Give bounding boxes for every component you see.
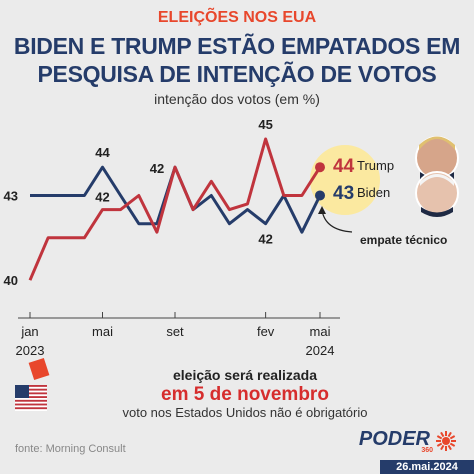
date-badge: 26.mai.2024 bbox=[380, 460, 474, 474]
trump-portrait-hair bbox=[419, 136, 455, 150]
end-highlight bbox=[310, 145, 380, 215]
brand-sun-ray bbox=[440, 444, 445, 451]
series-line-trump bbox=[28, 137, 322, 281]
data-label: 42 bbox=[95, 190, 109, 205]
headline: BIDEN E TRUMP ESTÃO EMPATADOS EM PESQUIS… bbox=[0, 32, 474, 88]
x-tick-label: fev bbox=[257, 324, 275, 339]
end-name-trump: Trump bbox=[357, 158, 394, 173]
brand-sun-ray bbox=[436, 442, 443, 447]
biden-portrait-hair bbox=[420, 174, 454, 186]
ballot-paper-icon bbox=[28, 357, 50, 381]
x-tick-label: mai bbox=[310, 324, 331, 339]
us-flag-stripe bbox=[15, 403, 47, 406]
biden-portrait-suit bbox=[421, 207, 453, 217]
annotation-text: empate técnico bbox=[360, 233, 447, 247]
end-value-biden: 43 bbox=[333, 183, 354, 204]
brand-sun-ray bbox=[449, 442, 456, 447]
us-flag-stripe bbox=[15, 399, 47, 402]
end-value-trump: 44 bbox=[333, 156, 355, 177]
us-flag-stripe bbox=[15, 407, 47, 410]
brand-sun-ray bbox=[449, 435, 456, 440]
brand-logo-sub: 360 bbox=[421, 447, 433, 454]
election-date: em 5 de novembro bbox=[161, 384, 329, 405]
brand-sun-ray bbox=[440, 431, 445, 438]
chart-subtitle: intenção dos votos (em %) bbox=[154, 91, 320, 107]
data-label: 45 bbox=[258, 117, 272, 132]
us-flag-stripe bbox=[15, 388, 47, 391]
us-flag-canton bbox=[15, 385, 29, 398]
brand-sun-ray bbox=[447, 431, 452, 438]
data-label: 44 bbox=[95, 145, 110, 160]
x-tick-sublabel: 2023 bbox=[16, 343, 45, 358]
brand-sun-ray bbox=[447, 444, 452, 451]
headline-line-1: BIDEN E TRUMP ESTÃO EMPATADOS EM bbox=[13, 33, 461, 59]
data-label: 40 bbox=[4, 273, 18, 288]
x-tick-label: jan bbox=[20, 324, 38, 339]
biden-portrait bbox=[415, 171, 459, 215]
kicker: ELEIÇÕES NOS EUA bbox=[157, 9, 317, 26]
end-name-biden: Biden bbox=[357, 185, 390, 200]
brand-logo: PODER bbox=[358, 428, 430, 450]
source-text: fonte: Morning Consult bbox=[15, 443, 126, 455]
end-dot-biden bbox=[315, 190, 325, 201]
data-label: 42 bbox=[258, 232, 272, 247]
data-label: 43 bbox=[4, 188, 18, 203]
voting-note: voto nos Estados Unidos não é obrigatóri… bbox=[122, 405, 368, 420]
brand-sun-ray bbox=[436, 435, 443, 440]
brand-sun-icon bbox=[442, 437, 450, 445]
us-flag-stripe bbox=[15, 385, 47, 387]
data-label: 42 bbox=[150, 161, 164, 176]
x-tick-sublabel: 2024 bbox=[306, 343, 335, 358]
x-tick-label: mai bbox=[92, 324, 113, 339]
end-dot-trump bbox=[315, 162, 325, 173]
annotation-arrowhead bbox=[318, 206, 326, 214]
election-note: eleição será realizada bbox=[173, 367, 317, 383]
x-tick-label: set bbox=[166, 324, 184, 339]
us-flag-stripe bbox=[15, 396, 47, 398]
us-flag-stripe bbox=[15, 392, 47, 395]
headline-line-2: PESQUISA DE INTENÇÃO DE VOTOS bbox=[37, 61, 437, 87]
